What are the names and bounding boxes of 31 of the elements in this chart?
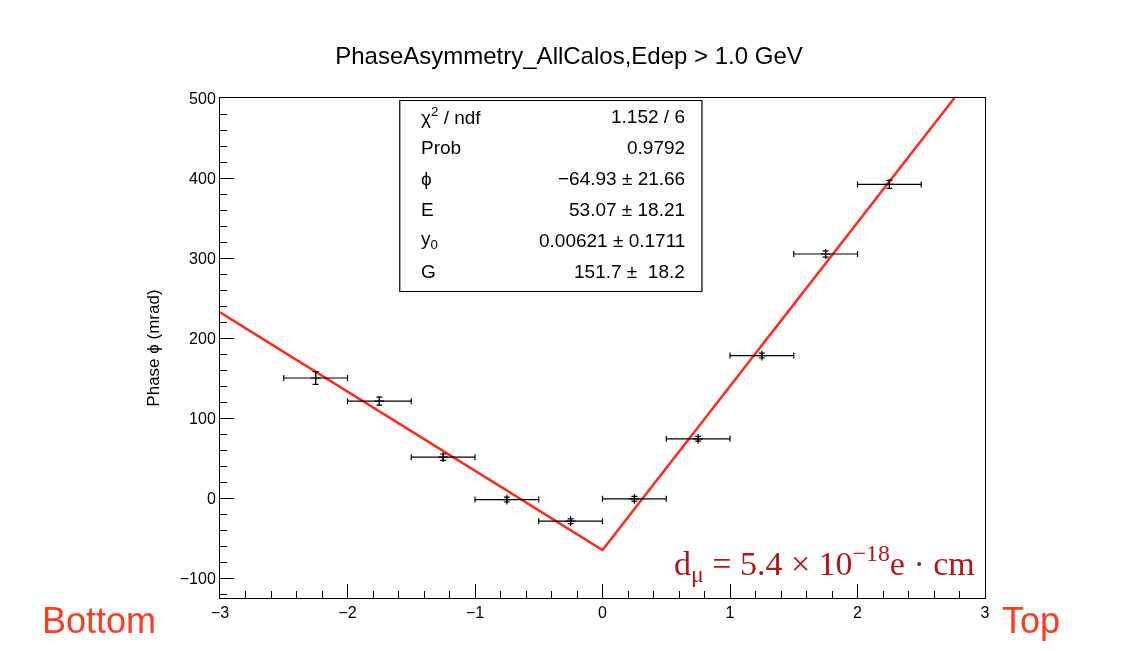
annotation: G [421, 261, 436, 282]
annotation: 0.9792 [627, 137, 686, 158]
annotation: Prob [421, 137, 462, 158]
y-tick-label: 100 [189, 409, 216, 427]
annotation: −64.93 ± 21.66 [558, 168, 686, 189]
text: Bottom [42, 600, 157, 641]
x-tick-label: 1 [725, 604, 735, 622]
y-tick-label: 400 [189, 169, 216, 187]
y-tick-label: 0 [206, 489, 216, 507]
x-tick-label: −2 [338, 604, 357, 622]
y-tick-label: 200 [189, 329, 216, 347]
annotation: 53.07 ± 18.21 [569, 199, 686, 220]
y-tick-label: −100 [179, 569, 216, 587]
annotation: ϕ [421, 168, 432, 189]
y-tick-label: 500 [189, 89, 216, 107]
chart-title: PhaseAsymmetry_AllCalos,Edep > 1.0 GeV [335, 41, 803, 69]
annotation: 1.152 / 6 [611, 106, 685, 127]
x-tick-label: 3 [980, 604, 990, 622]
text: Top [1002, 600, 1061, 641]
annotation: d$_{μ}$ = 5.4 × 10$^{−18}$e · cm [674, 540, 975, 588]
x-tick-label: 2 [853, 604, 863, 622]
x-tick-label: −1 [465, 604, 485, 622]
annotation: 0.00621 ± 0.1711 [539, 230, 686, 251]
annotation: y$_{0}$ [421, 228, 438, 252]
y-axis-title: Phase ϕ (mrad) [144, 289, 164, 407]
annotation: χ$^{2}$ / ndf [421, 104, 482, 128]
y-tick-label: 300 [189, 249, 216, 267]
annotation: E [421, 199, 434, 220]
x-tick-label: −3 [210, 604, 230, 622]
annotation: 151.7 ± 18.2 [574, 261, 685, 282]
x-tick-label: 0 [598, 604, 608, 622]
